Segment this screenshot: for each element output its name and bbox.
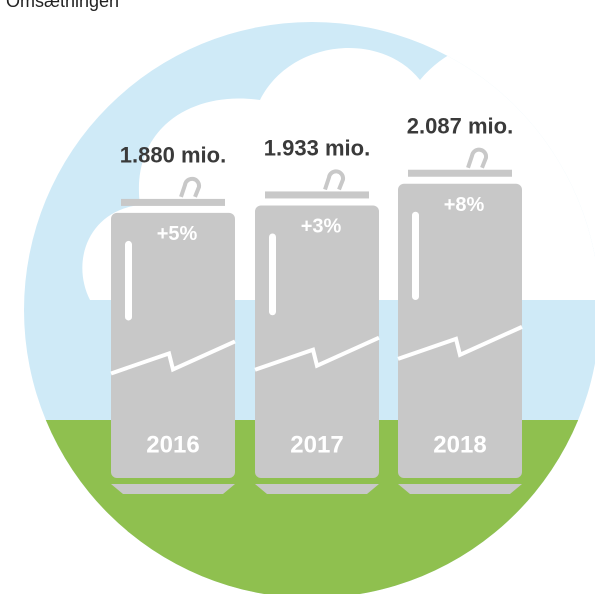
change-label: +3%	[301, 216, 342, 238]
can-body	[255, 205, 379, 478]
can-shine	[412, 211, 419, 301]
category-label: 2017	[290, 431, 343, 458]
can-bottom	[255, 484, 379, 494]
can-crack	[254, 335, 380, 372]
can-tab	[179, 176, 202, 198]
can-crack	[110, 339, 236, 376]
change-label: +8%	[444, 194, 485, 216]
value-label: 1.880 mio.	[120, 143, 226, 168]
can-lid	[121, 198, 225, 206]
can-body	[111, 212, 235, 479]
category-label: 2016	[146, 431, 199, 458]
can-tab	[323, 169, 346, 191]
can-bottom	[111, 484, 235, 494]
can-shine	[269, 233, 276, 316]
value-label: 2.087 mio.	[407, 114, 513, 139]
value-label: 1.933 mio.	[264, 135, 370, 160]
can-bottom	[398, 484, 522, 494]
can-body	[398, 183, 522, 478]
change-label: +5%	[157, 223, 198, 245]
category-label: 2018	[433, 431, 486, 458]
can-shine	[125, 240, 132, 321]
can-crack	[397, 325, 523, 361]
can-tab	[466, 147, 489, 169]
can-lid	[408, 169, 512, 177]
chart-title: Omsætningen	[6, 0, 119, 11]
can-lid	[265, 191, 369, 199]
